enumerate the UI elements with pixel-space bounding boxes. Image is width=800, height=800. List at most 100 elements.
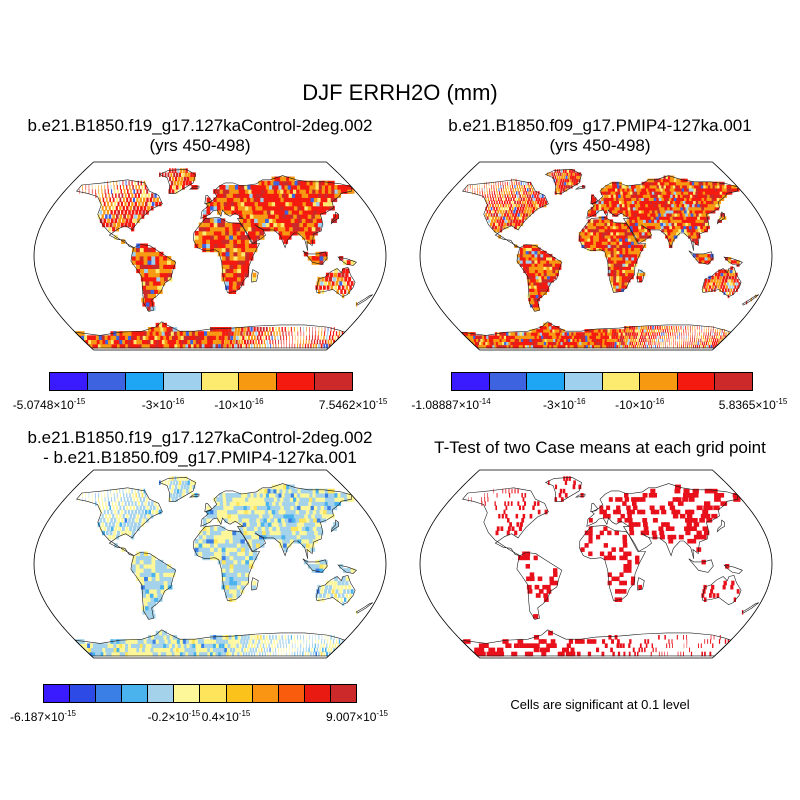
grid-cell — [311, 501, 318, 506]
grid-cell — [644, 191, 649, 195]
grid-cell — [573, 181, 576, 186]
grid-cell — [289, 226, 295, 232]
grid-cell — [510, 203, 513, 208]
grid-cell — [237, 239, 242, 244]
grid-cell — [302, 651, 304, 657]
grid-cell — [630, 272, 634, 277]
grid-cell — [534, 257, 538, 261]
grid-cell — [489, 194, 491, 198]
grid-cell — [191, 639, 196, 644]
grid-cell — [667, 194, 672, 198]
grid-cell — [140, 276, 146, 282]
grid-cell — [520, 181, 522, 186]
grid-cell — [312, 651, 315, 657]
grid-cell — [204, 339, 208, 345]
grid-cell — [689, 210, 694, 214]
grid-cell — [528, 250, 532, 255]
grid-cell — [266, 647, 268, 653]
grid-cell — [181, 647, 186, 653]
grid-cell — [610, 275, 614, 280]
grid-cell — [323, 593, 326, 598]
grid-cell — [215, 643, 219, 648]
grid-cell — [569, 335, 573, 339]
grid-cell — [122, 180, 124, 186]
grid-cell — [661, 191, 666, 195]
grid-cell — [109, 505, 111, 511]
grid-cell — [587, 213, 591, 217]
grid-cell — [255, 331, 258, 336]
grid-cell — [537, 344, 541, 349]
grid-cell — [240, 226, 245, 232]
grid-cell — [148, 584, 154, 590]
grid-cell — [225, 272, 230, 278]
grid-cell — [99, 210, 102, 215]
grid-cell — [309, 635, 310, 640]
grid-cell — [661, 206, 666, 211]
grid-cell — [309, 189, 316, 194]
grid-cell — [250, 222, 256, 228]
grid-cell — [533, 332, 538, 336]
grid-cell — [587, 335, 590, 339]
grid-cell — [241, 243, 246, 249]
grid-cell — [705, 200, 711, 205]
grid-cell — [616, 279, 620, 283]
grid-cell — [557, 338, 561, 342]
grid-cell — [534, 260, 538, 264]
grid-cell — [636, 275, 640, 280]
grid-cell — [614, 213, 619, 217]
grid-cell — [646, 188, 650, 192]
grid-cell — [571, 178, 574, 183]
grid-cell — [607, 244, 612, 248]
grid-cell — [485, 197, 487, 201]
grid-cell — [233, 547, 238, 552]
grid-cell — [650, 326, 652, 330]
grid-cell — [662, 210, 667, 214]
grid-cell — [316, 509, 323, 515]
grid-cell — [630, 194, 635, 198]
grid-cell — [604, 244, 608, 248]
grid-cell — [532, 304, 537, 308]
grid-cell — [292, 226, 298, 232]
grid-cell — [650, 181, 655, 186]
grid-cell — [244, 513, 250, 519]
grid-cell — [248, 643, 250, 648]
grid-cell — [644, 344, 646, 349]
grid-cell — [331, 281, 335, 286]
grid-cell — [304, 513, 310, 519]
grid-cell — [648, 335, 650, 339]
grid-cell — [523, 181, 525, 186]
grid-cell — [244, 647, 246, 653]
grid-cell — [289, 643, 290, 648]
grid-cell — [613, 232, 617, 236]
grid-cell — [631, 200, 636, 205]
grid-cell — [331, 589, 335, 594]
grid-cell — [684, 219, 689, 223]
grid-cell — [628, 210, 632, 214]
coastline — [741, 294, 759, 306]
grid-cell — [120, 201, 123, 207]
grid-cell — [237, 580, 241, 586]
grid-cell — [693, 232, 698, 236]
grid-cell — [116, 185, 118, 190]
grid-cell — [229, 551, 234, 557]
grid-cell — [523, 203, 526, 208]
grid-cell — [551, 326, 555, 330]
grid-cell — [288, 210, 294, 215]
grid-cell — [724, 282, 727, 286]
grid-cell — [187, 172, 190, 177]
grid-cell — [221, 572, 226, 577]
grid-cell — [279, 513, 286, 519]
grid-cell — [684, 203, 689, 208]
grid-cell — [496, 228, 500, 233]
grid-cell — [98, 189, 100, 194]
grid-cell — [139, 247, 144, 253]
grid-cell — [186, 176, 190, 182]
grid-cell — [660, 338, 662, 342]
grid-cell — [631, 335, 633, 339]
grid-cell — [283, 189, 289, 194]
grid-cell — [672, 216, 677, 220]
grid-cell — [228, 534, 234, 540]
grid-cell — [649, 185, 654, 189]
grid-cell — [541, 203, 544, 208]
grid-cell — [202, 239, 207, 244]
